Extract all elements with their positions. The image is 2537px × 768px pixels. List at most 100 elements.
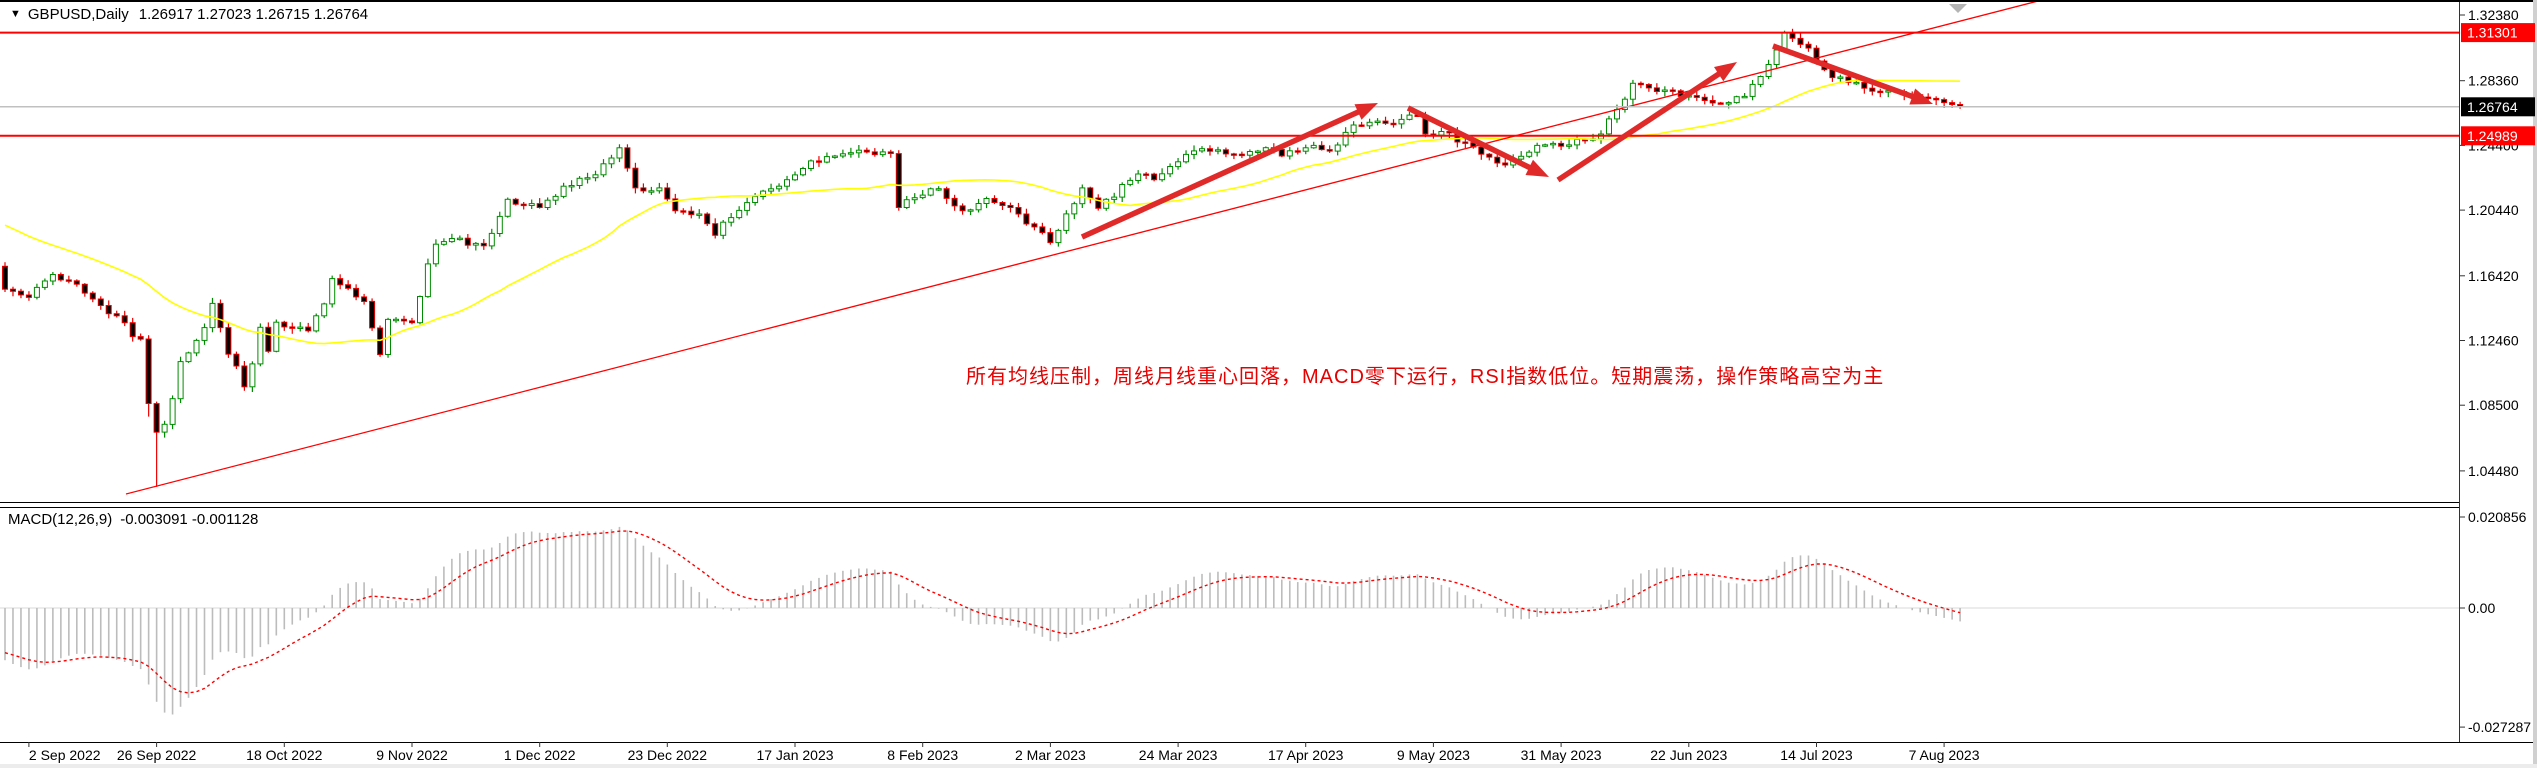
candle-body <box>1574 138 1581 146</box>
candle-body <box>177 361 184 400</box>
candle-body <box>121 315 128 324</box>
candle-body <box>18 290 24 296</box>
candle-body <box>1853 81 1860 85</box>
price-badge-label: 1.26764 <box>2467 99 2518 115</box>
candle-body <box>1494 156 1501 164</box>
candle-body <box>1478 146 1485 155</box>
candle-body <box>297 326 304 330</box>
candle-body <box>1111 196 1118 200</box>
price-badge <box>2461 97 2535 117</box>
candle-body <box>728 217 735 223</box>
price-tick-label: 1.08500 <box>2468 397 2519 413</box>
candle-body <box>784 179 790 187</box>
price-tick-label: 1.16420 <box>2468 268 2519 284</box>
candle-body <box>847 152 854 155</box>
candle-body <box>544 199 551 208</box>
candle-body <box>193 339 200 354</box>
candle-body <box>89 292 96 300</box>
candle-body <box>1366 121 1373 127</box>
trendline[interactable] <box>125 0 2043 495</box>
candle-body <box>1693 95 1700 98</box>
candle-body <box>369 300 376 329</box>
macd-axis[interactable]: 0.020856 0.00 -0.027287 <box>2459 509 2531 735</box>
price-axis[interactable]: 1.323801.283601.244001.204401.164201.124… <box>2459 7 2535 479</box>
candle-body <box>1645 84 1652 89</box>
candle-body <box>1246 151 1253 156</box>
ma-line <box>4 79 1961 345</box>
candle-body <box>73 280 80 285</box>
candle-body <box>65 279 72 282</box>
candle-body <box>1175 161 1182 168</box>
candle-body <box>329 278 336 305</box>
candle-body <box>472 242 479 246</box>
candle-body <box>504 198 511 217</box>
candle-body <box>600 163 607 176</box>
candle-body <box>1350 124 1357 133</box>
candle-body <box>903 199 910 208</box>
candle-body <box>257 326 264 365</box>
candle-body <box>289 326 296 329</box>
candle-body <box>871 151 878 156</box>
candle-body <box>1215 149 1221 152</box>
candle-body <box>688 210 695 216</box>
candle-body <box>616 147 623 159</box>
candle-body <box>281 321 288 328</box>
candle-body <box>887 151 894 154</box>
date-label: 24 Mar 2023 <box>1139 747 1218 763</box>
candle-body <box>1637 82 1644 86</box>
candle-body <box>169 398 176 425</box>
trend-arrow-down[interactable] <box>1772 43 1923 103</box>
trend-arrowhead-down[interactable] <box>1525 159 1550 177</box>
candle-body <box>129 322 136 338</box>
candle-body <box>1079 187 1086 205</box>
time-axis[interactable]: 2 Sep 2022 26 Sep 2022 18 Oct 2022 9 Nov 20… <box>28 742 1980 763</box>
trend-arrow-up[interactable] <box>1556 66 1729 183</box>
top-marker-icon[interactable] <box>1949 4 1967 13</box>
candle-body <box>1741 95 1748 99</box>
candle-body <box>1653 87 1660 93</box>
candle-body <box>1135 173 1142 181</box>
candle-body <box>49 274 56 282</box>
candle-body <box>1941 99 1948 104</box>
candle-body <box>1334 144 1341 152</box>
candle-body <box>1023 213 1030 225</box>
candle-body <box>592 174 599 179</box>
collapse-icon[interactable]: ▼ <box>10 8 21 20</box>
trend-arrow-down[interactable] <box>1406 105 1540 175</box>
candle-body <box>1566 144 1573 147</box>
candle-body <box>305 326 312 332</box>
candle-body <box>1502 162 1509 166</box>
candle-body <box>760 190 767 198</box>
macd-indicator-label: MACD(12,26,9) -0.003091 -0.001128 <box>8 511 258 528</box>
window-top-border <box>0 0 2537 2</box>
candle-body <box>1302 147 1309 152</box>
trend-arrow-up[interactable] <box>1080 105 1369 240</box>
candle-body <box>249 363 256 388</box>
candlestick-series <box>2 28 1964 487</box>
candle-body <box>1007 205 1014 208</box>
candle-body <box>1558 142 1565 147</box>
candle-body <box>608 157 615 165</box>
candle-body <box>1199 148 1205 152</box>
candle-body <box>464 237 471 246</box>
candle-body <box>432 243 439 265</box>
candle-body <box>855 149 862 154</box>
candle-body <box>393 318 399 322</box>
price-badge-label: 1.24989 <box>2467 128 2518 144</box>
candle-body <box>265 326 272 352</box>
trend-arrowhead-up[interactable] <box>1354 103 1379 120</box>
trend-arrowhead-down[interactable] <box>1909 88 1933 105</box>
candle-body <box>1278 149 1285 157</box>
candle-body <box>448 238 455 243</box>
candle-body <box>1095 197 1102 209</box>
price-tick-label: 1.04480 <box>2468 463 2519 479</box>
trend-arrowhead-up[interactable] <box>1714 62 1737 82</box>
candle-body <box>353 287 360 298</box>
candle-body <box>137 336 144 340</box>
candle-body <box>1390 122 1397 126</box>
candle-body <box>1773 49 1780 65</box>
candle-body <box>664 187 671 200</box>
candle-body <box>696 213 703 216</box>
